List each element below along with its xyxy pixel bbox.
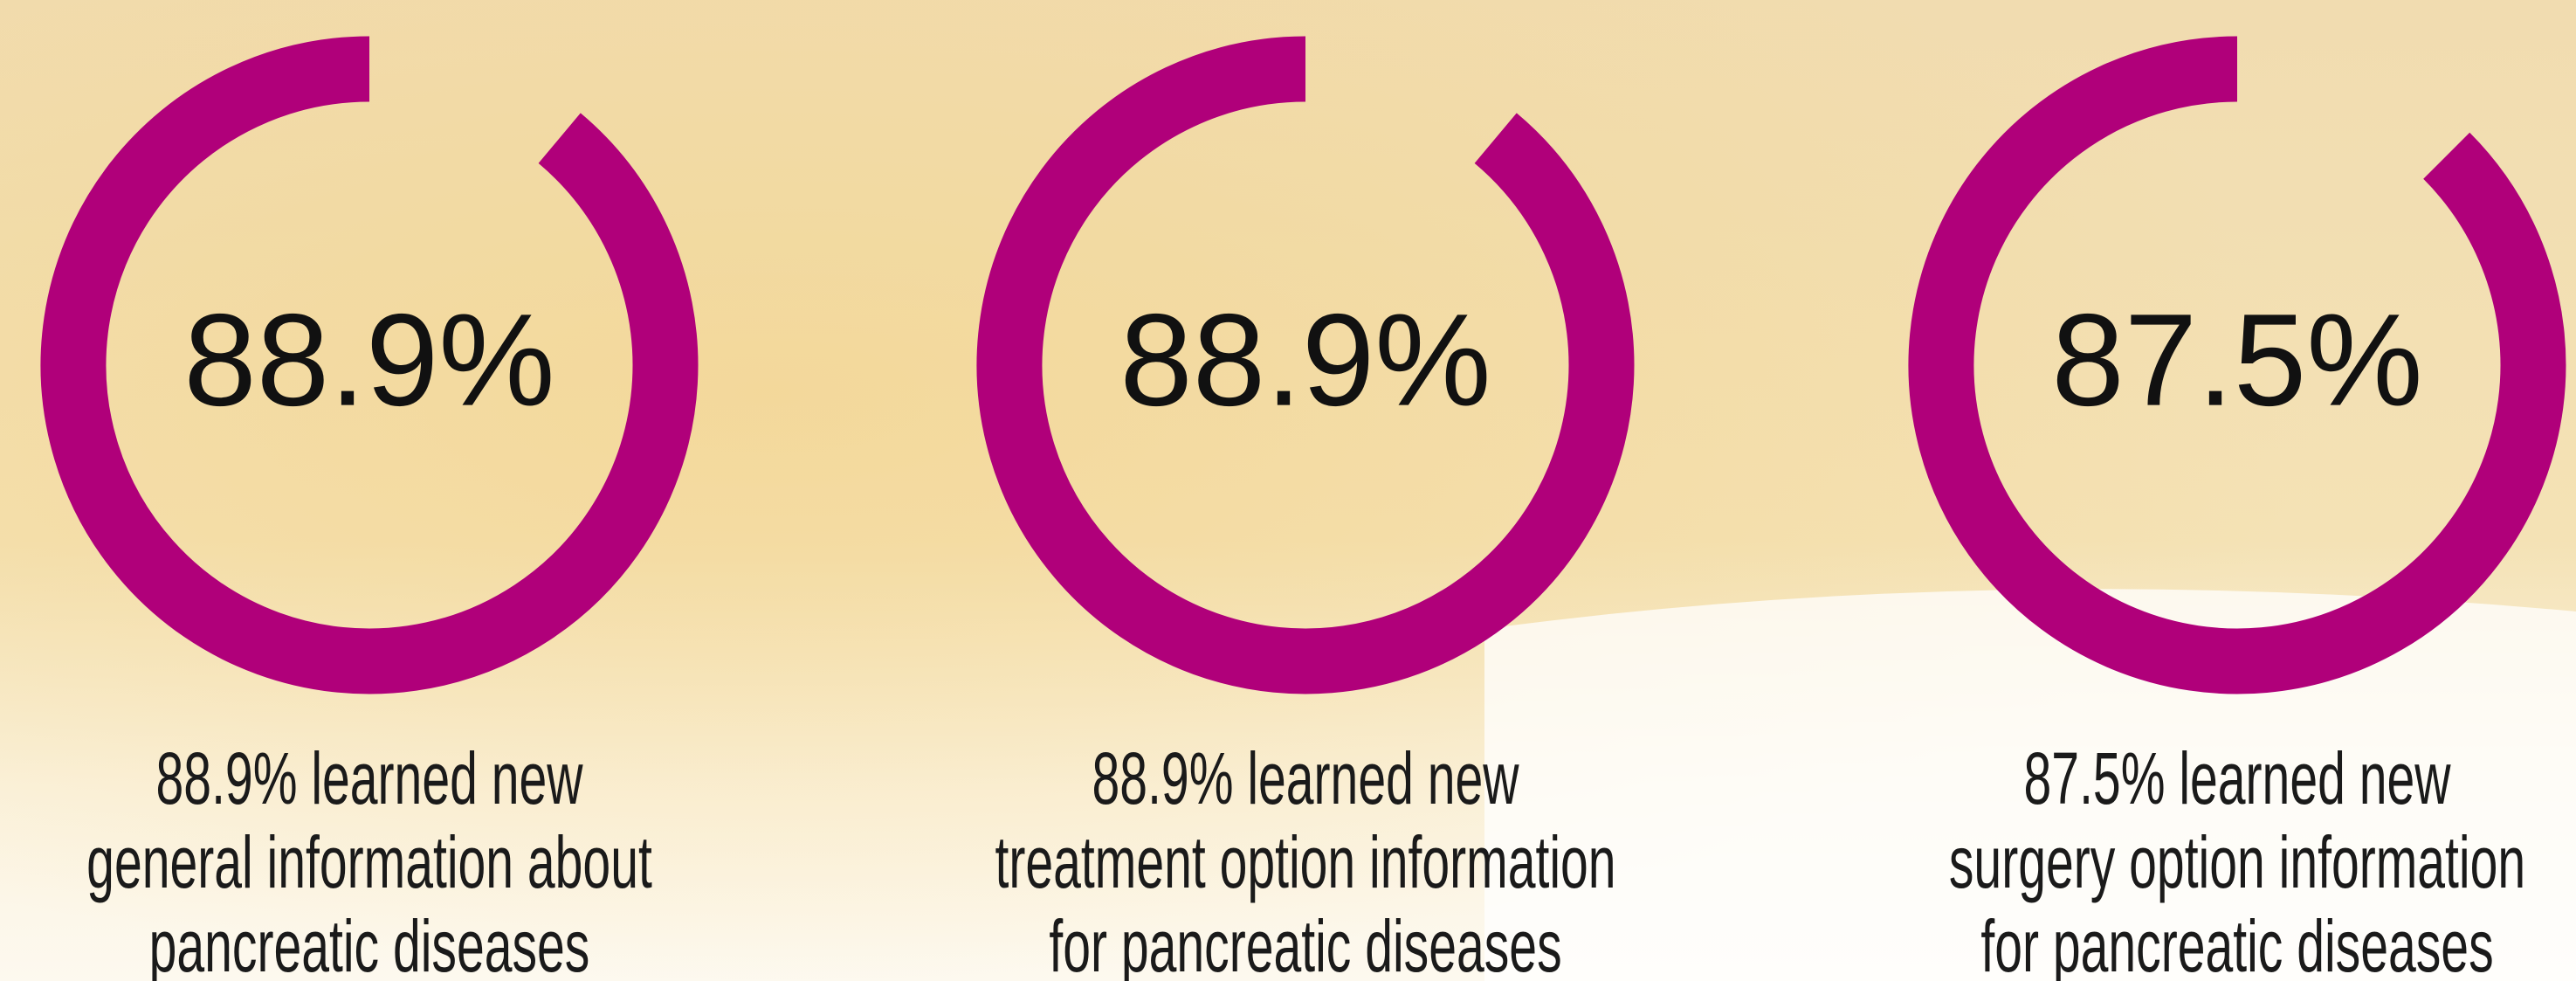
caption-line: surgery option information [1949, 822, 2525, 904]
center-value: 87.5% [2051, 287, 2422, 433]
caption-line: for pancreatic diseases [1049, 906, 1561, 981]
center-value: 88.9% [183, 287, 554, 433]
caption-line: 87.5% learned new [2024, 738, 2452, 820]
caption-line: 88.9% learned new [1092, 738, 1520, 820]
caption-line: treatment option information [995, 822, 1615, 904]
caption-line: pancreatic diseases [149, 906, 590, 981]
caption-line: 88.9% learned new [156, 738, 584, 820]
caption-line: for pancreatic diseases [1980, 906, 2493, 981]
infographic: 88.9%88.9% learned newgeneral informatio… [0, 0, 2576, 981]
center-value: 88.9% [1119, 287, 1491, 433]
caption-line: general information about [86, 822, 652, 904]
page: {"chart_data": [ {"type": "donut", "valu… [0, 0, 2576, 981]
